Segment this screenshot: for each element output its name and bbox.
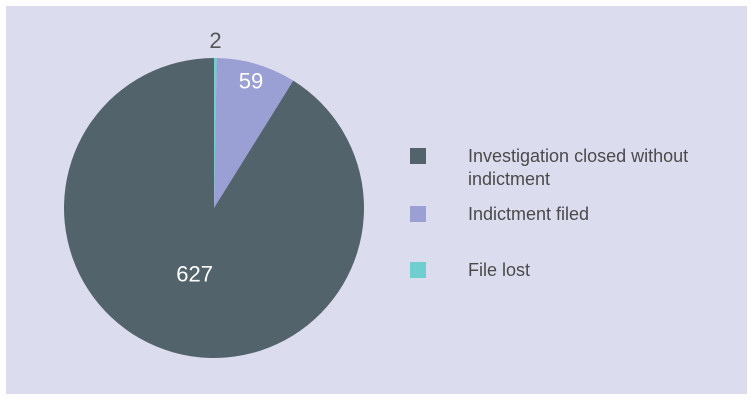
pie-slice bbox=[214, 58, 294, 208]
legend-item: Investigation closed without indictment bbox=[410, 145, 708, 191]
legend-label: Indictment filed bbox=[468, 204, 590, 224]
legend-swatch bbox=[410, 148, 426, 164]
legend-item: Indictment filed bbox=[410, 203, 708, 226]
pie-slice bbox=[63, 58, 365, 359]
data-label: 2 bbox=[209, 28, 221, 53]
pie-slice bbox=[214, 58, 217, 208]
legend-label: File lost bbox=[468, 260, 531, 280]
legend-label: Investigation closed without indictment bbox=[468, 146, 689, 189]
legend-swatch bbox=[410, 206, 426, 222]
data-label: 59 bbox=[239, 69, 263, 94]
data-label: 627 bbox=[176, 262, 213, 287]
legend-swatch bbox=[410, 262, 426, 278]
legend-item: File lost bbox=[410, 259, 708, 282]
